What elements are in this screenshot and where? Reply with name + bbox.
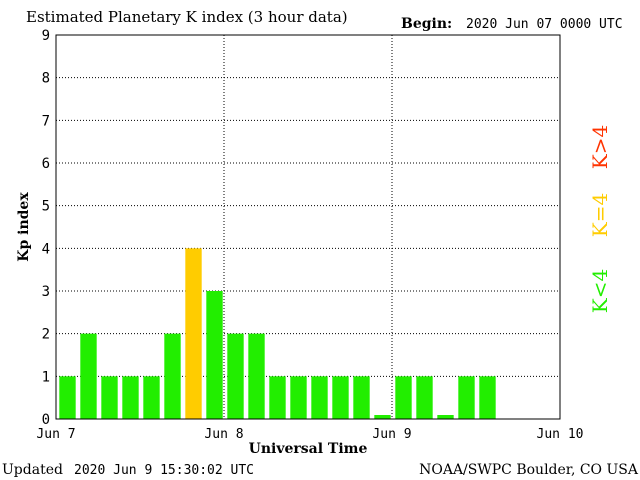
legend-k-equal-4: K=4 — [588, 193, 612, 237]
bar-kp — [332, 376, 349, 419]
source-credit: NOAA/SWPC Boulder, CO USA — [419, 462, 639, 478]
bar-kp — [143, 376, 160, 419]
bar-kp — [80, 333, 97, 419]
y-tick-label: 7 — [42, 113, 50, 129]
x-tick-label: Jun 7 — [36, 427, 75, 442]
bars — [59, 248, 496, 419]
y-tick-label: 0 — [42, 412, 50, 428]
bar-kp — [416, 376, 433, 419]
bar-kp — [437, 415, 454, 419]
bar-kp — [164, 333, 181, 419]
y-tick-label: 5 — [42, 199, 50, 215]
x-tick-labels: Jun 7 Jun 8 Jun 9 Jun 10 — [36, 427, 583, 442]
grid-lines — [56, 34, 560, 419]
y-tick-label: 8 — [42, 71, 50, 87]
chart-title: Estimated Planetary K index (3 hour data… — [26, 8, 348, 26]
plot-frame — [55, 34, 561, 420]
x-axis-label: Universal Time — [249, 441, 368, 457]
bar-kp — [290, 376, 307, 419]
y-tick-label: 2 — [42, 327, 50, 343]
bar-kp — [374, 415, 391, 419]
y-tick-label: 6 — [42, 156, 50, 172]
y-tick-label: 4 — [42, 241, 50, 257]
x-tick-label: Jun 10 — [537, 427, 584, 442]
y-tick-label: 3 — [42, 284, 50, 300]
x-tick-label: Jun 8 — [204, 427, 243, 442]
bar-kp — [101, 376, 118, 419]
bar-kp — [458, 376, 475, 419]
bar-kp — [353, 376, 370, 419]
bar-kp — [311, 376, 328, 419]
updated-label: Updated — [2, 462, 63, 478]
begin-value: 2020 Jun 07 0000 UTC — [466, 17, 623, 32]
begin-label: Begin: — [401, 16, 452, 32]
updated-value: 2020 Jun 9 15:30:02 UTC — [74, 463, 254, 478]
bar-kp — [122, 376, 139, 419]
x-tick-label: Jun 9 — [372, 427, 411, 442]
legend-k-greater-4: K>4 — [588, 125, 612, 169]
bar-kp — [206, 291, 223, 419]
bar-kp — [479, 376, 496, 419]
y-tick-label: 1 — [42, 369, 50, 385]
bar-kp — [395, 376, 412, 419]
legend-k-less-4: K<4 — [588, 269, 612, 313]
y-axis-label: Kp index — [16, 192, 32, 262]
bar-kp — [269, 376, 286, 419]
bar-kp — [185, 248, 202, 419]
bar-kp — [227, 333, 244, 419]
y-tick-labels: 0 1 2 3 4 5 6 7 8 9 — [42, 28, 50, 428]
bar-kp — [59, 376, 76, 419]
bar-kp — [248, 333, 265, 419]
y-tick-label: 9 — [42, 28, 50, 44]
